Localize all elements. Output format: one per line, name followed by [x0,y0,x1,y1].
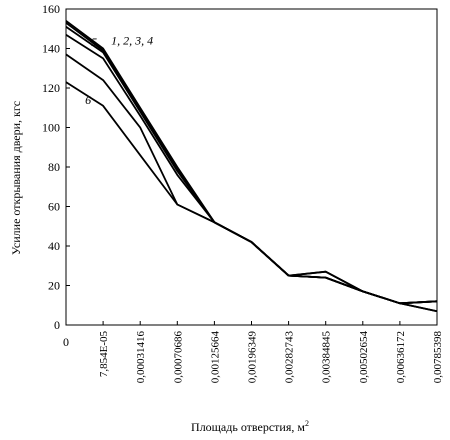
series-line-1 [65,20,438,305]
y-axis-ticks: 0 20 40 60 80 100 120 140 160 [42,2,70,332]
x-origin-label: 0 [63,335,69,349]
x-tick-label: 0,00785398 [432,331,444,384]
x-axis-title-superscript: 2 [305,419,309,428]
x-tick-label: 0,00384845 [321,331,333,384]
series-layer [65,20,438,313]
series-line-2 [65,22,438,305]
series-line-5 [65,53,438,313]
series-label-2: 5 [91,35,97,49]
y-tick-label: 160 [42,2,60,16]
y-tick-label: 140 [42,42,60,56]
y-tick-label: 100 [42,121,60,135]
y-tick-label: 120 [42,81,60,95]
y-tick-label: 20 [48,279,60,293]
x-tick-label: 0,00125664 [209,331,221,384]
x-axis-title: Площадь отверстия, м2 [191,419,309,434]
y-axis-title: Усилие открывания двери, кгс [9,101,23,255]
series-line-6 [65,81,438,313]
y-tick-label: 0 [54,318,60,332]
x-tick-label: 0,00070686 [172,331,184,384]
x-tick-label: 0,00196349 [247,331,259,384]
x-tick-label: 7,854E-05 [98,331,110,378]
y-tick-label: 40 [48,239,60,253]
x-tick-label: 0,00282743 [284,331,296,384]
x-tick-label: 0,00502654 [358,331,370,384]
y-tick-label: 80 [48,160,60,174]
x-axis-title-text: Площадь отверстия, м [191,420,305,434]
x-tick-label: 0,00636172 [395,331,407,383]
series-label-3: 6 [85,93,91,107]
series-line-4 [65,33,438,305]
plot-frame [65,8,438,326]
x-tick-label: 0,00031416 [135,331,147,384]
y-tick-label: 60 [48,200,60,214]
series-label-1: 1, 2, 3, 4 [111,34,153,48]
series-label-layer: 1, 2, 3, 4 5 6 [85,34,153,107]
x-axis-ticks: 7,854E-05 0,00031416 0,00070686 0,00125664 0… [63,321,444,383]
series-line-3 [65,26,438,305]
plot-area-border [65,8,438,326]
